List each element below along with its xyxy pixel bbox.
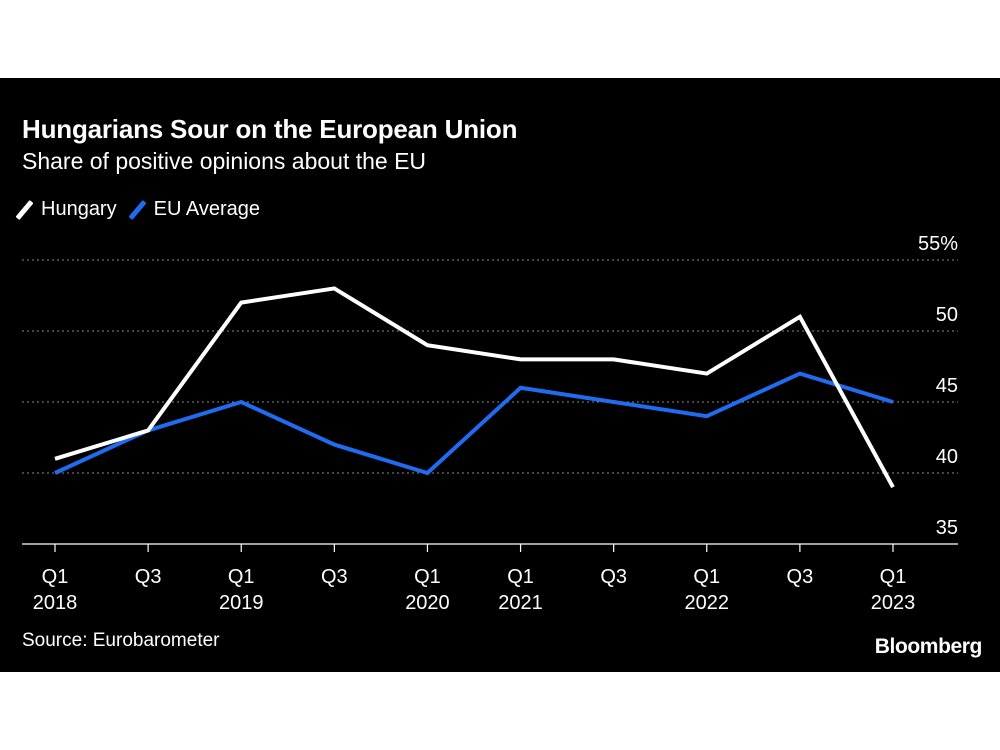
chart-subtitle: Share of positive opinions about the EU	[22, 148, 427, 174]
legend: Hungary EU Average	[15, 198, 278, 221]
y-tick-label-45: 45	[936, 375, 958, 397]
legend-label-hungary: Hungary	[41, 198, 117, 220]
y-tick-label-40: 40	[936, 446, 958, 468]
x-tick-label-quarter-5: Q1	[507, 566, 534, 588]
bloomberg-logo: Bloomberg	[874, 635, 983, 658]
x-tick-label-year-4: 2020	[405, 592, 450, 614]
x-tick-label-year-0: 2018	[33, 592, 78, 614]
chart-title: Hungarians Sour on the European Union	[22, 114, 518, 144]
x-tick-label-quarter-3: Q3	[321, 566, 348, 588]
y-tick-label-35: 35	[936, 517, 958, 539]
x-tick-label-quarter-6: Q3	[600, 566, 627, 588]
series-line-hungary	[54, 286, 895, 489]
x-tick-label-year-7: 2022	[685, 592, 730, 614]
x-tick-label-quarter-7: Q1	[693, 566, 720, 588]
x-tick-label-quarter-1: Q3	[135, 566, 162, 588]
x-tick-label-year-5: 2021	[498, 592, 543, 614]
x-tick-label-year-2: 2019	[219, 592, 264, 614]
legend-item-eu-average: EU Average	[128, 198, 260, 221]
x-tick-label-quarter-4: Q1	[414, 566, 441, 588]
series-line-eu-average	[54, 371, 894, 476]
y-tick-label-50: 50	[936, 304, 958, 326]
chart-card: Hungarians Sour on the European Union Sh…	[0, 78, 1000, 672]
legend-label-eu-average: EU Average	[153, 198, 260, 220]
x-tick-label-quarter-2: Q1	[228, 566, 255, 588]
x-tick-label-quarter-9: Q1	[880, 566, 907, 588]
source-note: Source: Eurobarometer	[22, 630, 220, 651]
y-tick-label-55: 55%	[918, 233, 958, 255]
x-tick-label-year-9: 2023	[871, 592, 916, 614]
x-tick-label-quarter-0: Q1	[42, 566, 69, 588]
line-chart: 35 40 45 50 55% Q1 2018 Q3 Q1 2019 Q3 Q1 2020 Q1 2021 Q…	[22, 233, 958, 614]
legend-item-hungary: Hungary	[15, 198, 117, 221]
x-tick-label-quarter-8: Q3	[787, 566, 814, 588]
